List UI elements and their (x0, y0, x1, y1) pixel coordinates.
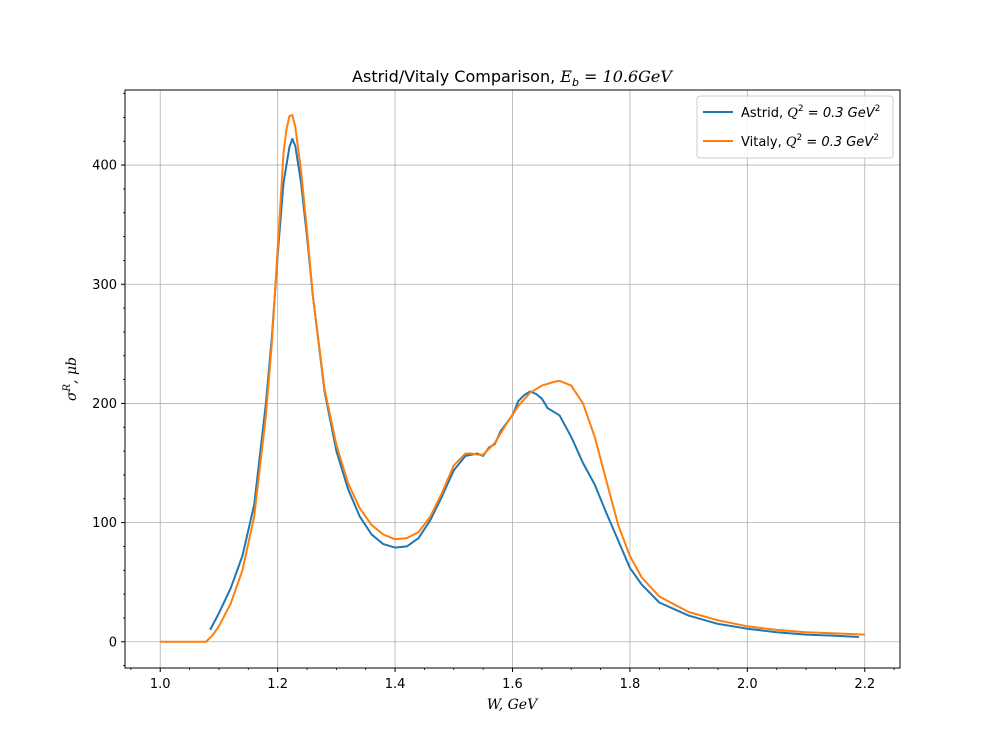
x-tick-label: 1.6 (502, 677, 523, 692)
grid-lines (125, 90, 900, 668)
series-line-astrid (209, 137, 859, 638)
y-tick-label: 400 (92, 159, 117, 174)
legend-label-vitaly: Vitaly, Q2 = 0.3 GeV2 (741, 133, 879, 150)
y-tick-label: 300 (92, 278, 117, 293)
x-tick-label: 2.0 (737, 677, 758, 692)
y-axis-label: σR, μb (62, 357, 80, 401)
x-tick-label: 1.0 (150, 677, 171, 692)
x-tick-label: 2.2 (854, 677, 875, 692)
x-tick-label: 1.8 (620, 677, 641, 692)
legend: Astrid, Q2 = 0.3 GeV2 Vitaly, Q2 = 0.3 G… (696, 95, 894, 159)
chart-title: Astrid/Vitaly Comparison, Eb = 10.6GeV (352, 67, 673, 89)
y-tick-label: 200 (92, 397, 117, 412)
series-layer (160, 114, 865, 643)
x-tick-label: 1.4 (385, 677, 406, 692)
x-axis-label: W, GeV (487, 697, 539, 713)
series-line-vitaly (160, 114, 865, 643)
axis-ticks: 1.0 1.2 1.4 1.6 1.8 2.0 2.2 0 100 200 300 400 (92, 93, 895, 692)
legend-box (696, 95, 894, 159)
x-tick-label: 1.2 (267, 677, 288, 692)
y-tick-label: 100 (92, 516, 117, 531)
y-tick-label: 0 (109, 635, 117, 650)
legend-label-astrid: Astrid, Q2 = 0.3 GeV2 (741, 104, 880, 121)
